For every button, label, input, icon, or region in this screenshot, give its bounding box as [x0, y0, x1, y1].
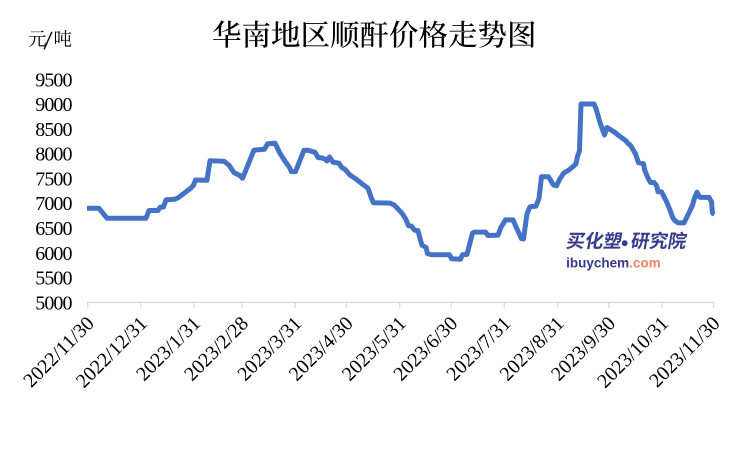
svg-text:ibuychem.com: ibuychem.com [566, 255, 661, 270]
svg-text:5000: 5000 [35, 292, 72, 314]
svg-text:8500: 8500 [35, 119, 72, 141]
svg-text:6000: 6000 [35, 243, 72, 265]
svg-text:9000: 9000 [35, 94, 72, 116]
svg-text:6500: 6500 [35, 218, 72, 240]
svg-text:8000: 8000 [35, 144, 72, 166]
svg-text:7000: 7000 [35, 193, 72, 215]
svg-text:5500: 5500 [35, 268, 72, 290]
svg-text:7500: 7500 [35, 169, 72, 191]
svg-text:9500: 9500 [35, 69, 72, 91]
